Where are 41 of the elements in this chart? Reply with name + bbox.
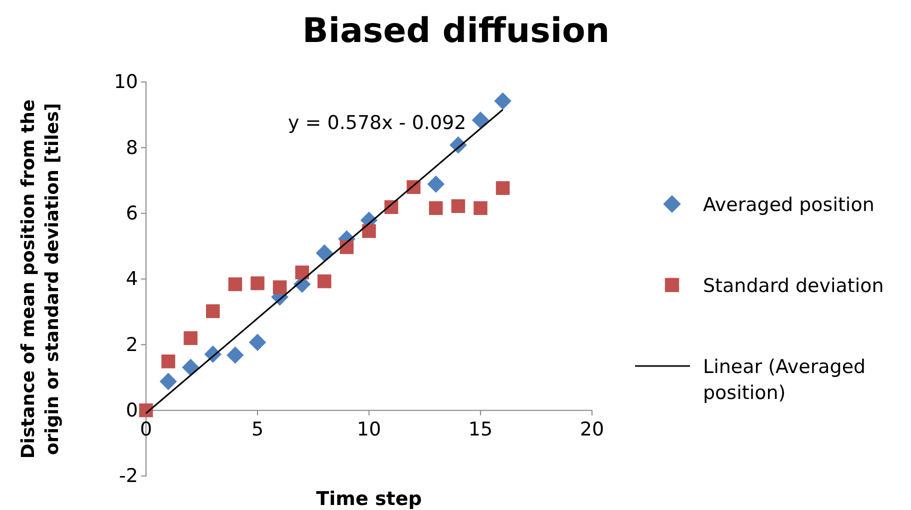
legend-label: Averaged position — [703, 194, 874, 216]
point — [427, 175, 445, 193]
legend-label: Linear (Averaged position) — [703, 356, 866, 404]
point — [139, 403, 153, 418]
point — [272, 280, 287, 294]
y-tick-label: 2 — [126, 334, 138, 356]
y-tick-label: 4 — [126, 268, 138, 290]
y-tick-label: 10 — [114, 71, 138, 94]
x-tick-label: 0 — [140, 418, 152, 440]
point — [496, 181, 510, 195]
point — [451, 199, 466, 213]
y-tick-label: 0 — [126, 399, 138, 422]
x-tick-label: 5 — [251, 418, 264, 440]
y-tick-label: -2 — [119, 465, 138, 488]
point — [318, 274, 332, 288]
y-tick-label: 8 — [126, 136, 138, 159]
point — [226, 346, 244, 364]
x-axis-title: Time step — [316, 488, 422, 510]
x-tick-label: 10 — [356, 418, 382, 440]
chart-title: Biased diffusion — [302, 11, 610, 51]
point — [228, 277, 242, 292]
point — [160, 372, 177, 390]
point — [472, 111, 490, 129]
point — [250, 276, 264, 290]
point — [161, 354, 176, 368]
point — [184, 331, 198, 345]
y-axis-title: Distance of mean position from the origin or standard deviation [tiles] — [18, 99, 63, 459]
point — [316, 244, 334, 262]
point — [248, 334, 266, 351]
x-tick-label: 15 — [468, 418, 493, 440]
point — [206, 304, 220, 318]
point — [474, 201, 488, 215]
y-tick-label: 6 — [126, 202, 138, 224]
annotation: y = 0.578x - 0.092 — [288, 112, 466, 134]
point — [182, 358, 200, 376]
point — [429, 201, 443, 215]
point — [295, 266, 309, 280]
point — [362, 224, 376, 238]
x-tick-label: 20 — [580, 418, 604, 440]
point — [494, 92, 512, 110]
legend-label: Standard deviation — [703, 275, 884, 297]
